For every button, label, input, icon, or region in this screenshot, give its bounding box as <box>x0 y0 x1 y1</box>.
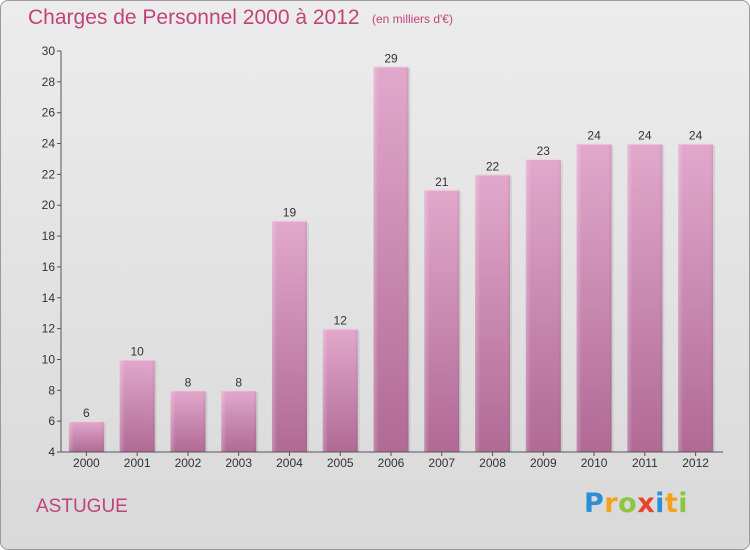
y-tick-label: 22 <box>42 167 56 181</box>
data-label: 10 <box>130 344 144 358</box>
x-tick-label: 2008 <box>479 456 506 470</box>
data-label: 6 <box>83 406 90 420</box>
bar-highlight <box>271 220 307 452</box>
data-label: 23 <box>537 144 551 158</box>
y-tick-label: 14 <box>42 291 56 305</box>
bar-highlight <box>627 143 663 453</box>
bar-highlight <box>373 66 409 452</box>
bar-highlight <box>119 359 155 452</box>
x-tick-label: 2005 <box>327 456 354 470</box>
x-tick-label: 2001 <box>124 456 151 470</box>
y-tick-label: 24 <box>42 137 56 151</box>
bar-highlight <box>678 143 714 453</box>
x-tick-label: 2009 <box>530 456 557 470</box>
data-label: 22 <box>486 159 500 173</box>
x-tick-label: 2002 <box>175 456 202 470</box>
chart-subtitle: (en milliers d'€) <box>372 12 453 26</box>
data-label: 24 <box>638 129 652 143</box>
bar-highlight <box>424 189 460 453</box>
bar-highlight <box>68 421 104 452</box>
x-tick-label: 2003 <box>225 456 252 470</box>
y-tick-label: 28 <box>42 75 56 89</box>
proxiti-logo: Proxiti <box>584 488 689 519</box>
data-label: 21 <box>435 175 449 189</box>
data-label: 12 <box>334 314 348 328</box>
commune-name: ASTUGUE <box>36 496 128 517</box>
data-label: 24 <box>689 129 703 143</box>
bar-highlight <box>221 390 257 452</box>
y-tick-label: 10 <box>42 352 56 366</box>
y-tick-label: 16 <box>42 260 56 274</box>
bar-highlight <box>475 174 511 452</box>
bar-highlight <box>525 158 561 452</box>
x-tick-label: 2010 <box>581 456 608 470</box>
y-tick-label: 4 <box>48 445 55 459</box>
x-tick-label: 2000 <box>73 456 100 470</box>
x-tick-label: 2011 <box>632 456 658 470</box>
y-tick-label: 6 <box>48 414 55 428</box>
data-label: 19 <box>283 206 297 220</box>
x-tick-label: 2012 <box>682 456 709 470</box>
y-tick-label: 12 <box>42 322 56 336</box>
bar-highlight <box>576 143 612 453</box>
x-tick-label: 2007 <box>428 456 455 470</box>
bar-highlight <box>170 390 206 452</box>
data-label: 29 <box>384 51 398 65</box>
chart-title: Charges de Personnel 2000 à 2012 <box>28 6 360 29</box>
data-label: 8 <box>235 375 242 389</box>
x-tick-label: 2004 <box>276 456 303 470</box>
y-tick-label: 30 <box>42 44 56 58</box>
data-label: 8 <box>185 375 192 389</box>
data-label: 24 <box>587 129 601 143</box>
bar-highlight <box>322 328 358 452</box>
x-tick-label: 2006 <box>378 456 405 470</box>
y-tick-label: 8 <box>48 383 55 397</box>
y-tick-label: 18 <box>42 229 56 243</box>
y-tick-label: 20 <box>42 198 56 212</box>
y-tick-label: 26 <box>42 106 56 120</box>
